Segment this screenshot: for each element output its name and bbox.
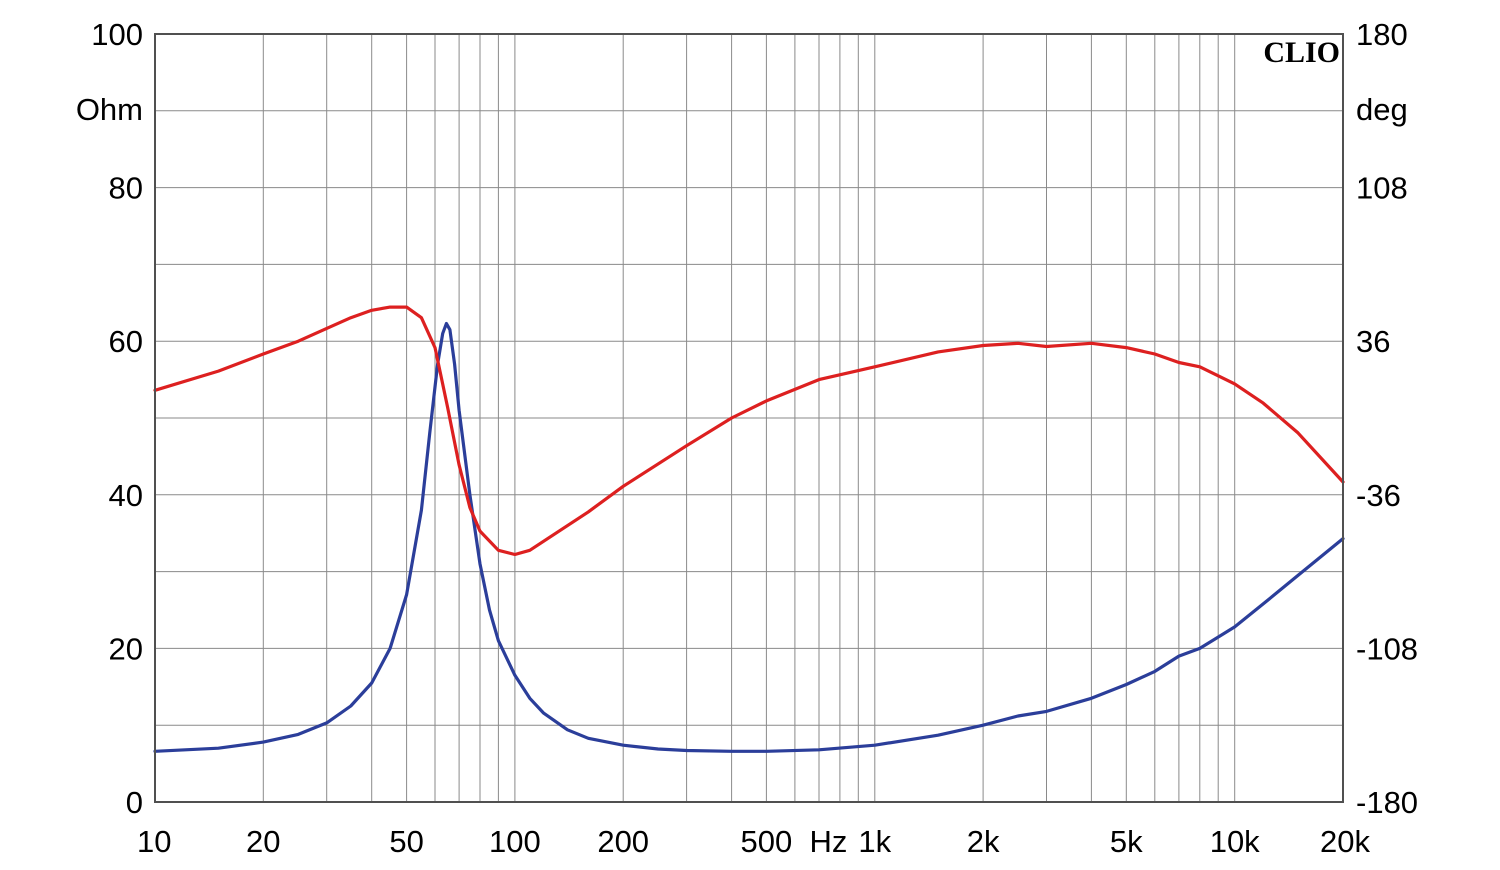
x-tick-label: 2k [967, 824, 1000, 859]
y-left-tick-label: 60 [109, 324, 143, 359]
brand-logo-text: CLIO [1263, 36, 1340, 69]
x-tick-label: 500 [741, 824, 793, 859]
y-left-tick-label: 0 [126, 785, 143, 820]
x-tick-label: 20k [1320, 824, 1370, 859]
y-left-tick-label: 40 [109, 478, 143, 513]
y-right-tick-label: 36 [1356, 324, 1390, 359]
series-layer [153, 305, 1345, 753]
y-right-tick-label: -180 [1356, 785, 1418, 820]
x-tick-label: 200 [597, 824, 649, 859]
x-tick-label: 20 [246, 824, 280, 859]
x-tick-label: 50 [389, 824, 423, 859]
x-tick-label: 10k [1210, 824, 1260, 859]
y-right-tick-label: 108 [1356, 171, 1408, 206]
left-axis-unit: Ohm [76, 92, 143, 127]
series-line-impedance [153, 321, 1345, 753]
y-right-tick-label: 180 [1356, 17, 1408, 52]
x-tick-label: 5k [1110, 824, 1143, 859]
y-right-tick-label: -108 [1356, 631, 1418, 666]
grid [155, 34, 1343, 802]
plot-frame [154, 33, 1344, 803]
x-tick-label: 1k [858, 824, 891, 859]
x-axis-unit: Hz [809, 824, 847, 859]
x-tick-label: 100 [489, 824, 541, 859]
y-left-tick-label: 80 [109, 171, 143, 206]
axis-labels: Ohm deg CLIO 10 20 50 100 200 500 1k 2k 5k 10k 20k… [76, 17, 1418, 859]
series-line-phase [153, 305, 1345, 557]
y-right-tick-label: -36 [1356, 478, 1401, 513]
y-left-tick-label: 20 [109, 631, 143, 666]
y-left-tick-label: 100 [91, 17, 143, 52]
right-axis-unit: deg [1356, 92, 1408, 127]
x-tick-label: 10 [137, 824, 171, 859]
